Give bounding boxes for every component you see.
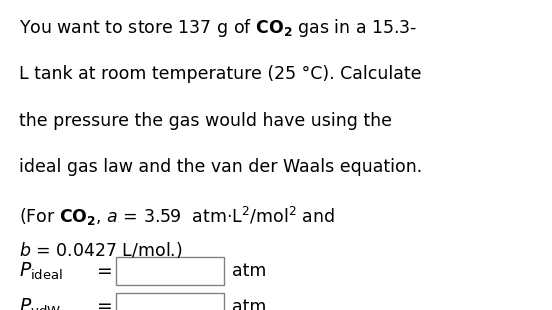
Text: the pressure the gas would have using the: the pressure the gas would have using th… xyxy=(19,112,392,130)
Text: $P_{\mathrm{ideal}}$: $P_{\mathrm{ideal}}$ xyxy=(19,261,63,282)
Text: L tank at room temperature (25 °C). Calculate: L tank at room temperature (25 °C). Calc… xyxy=(19,65,422,83)
Text: atm: atm xyxy=(232,262,266,280)
Text: =: = xyxy=(97,262,113,281)
Text: (For $\mathbf{CO_2}$, $\mathit{a}$ = 3.59  atm·L$^2$/mol$^2$ and: (For $\mathbf{CO_2}$, $\mathit{a}$ = 3.5… xyxy=(19,205,336,228)
Text: $\mathit{b}$ = 0.0427 L/mol.): $\mathit{b}$ = 0.0427 L/mol.) xyxy=(19,240,183,260)
Text: =: = xyxy=(97,297,113,310)
FancyBboxPatch shape xyxy=(116,257,224,285)
Text: $P_{\mathrm{vdW}}$: $P_{\mathrm{vdW}}$ xyxy=(19,296,61,310)
Text: ideal gas law and the van der Waals equation.: ideal gas law and the van der Waals equa… xyxy=(19,158,423,176)
Text: You want to store 137 g of $\mathbf{CO_2}$ gas in a 15.3-: You want to store 137 g of $\mathbf{CO_2… xyxy=(19,17,418,39)
FancyBboxPatch shape xyxy=(116,293,224,310)
Text: atm: atm xyxy=(232,298,266,310)
